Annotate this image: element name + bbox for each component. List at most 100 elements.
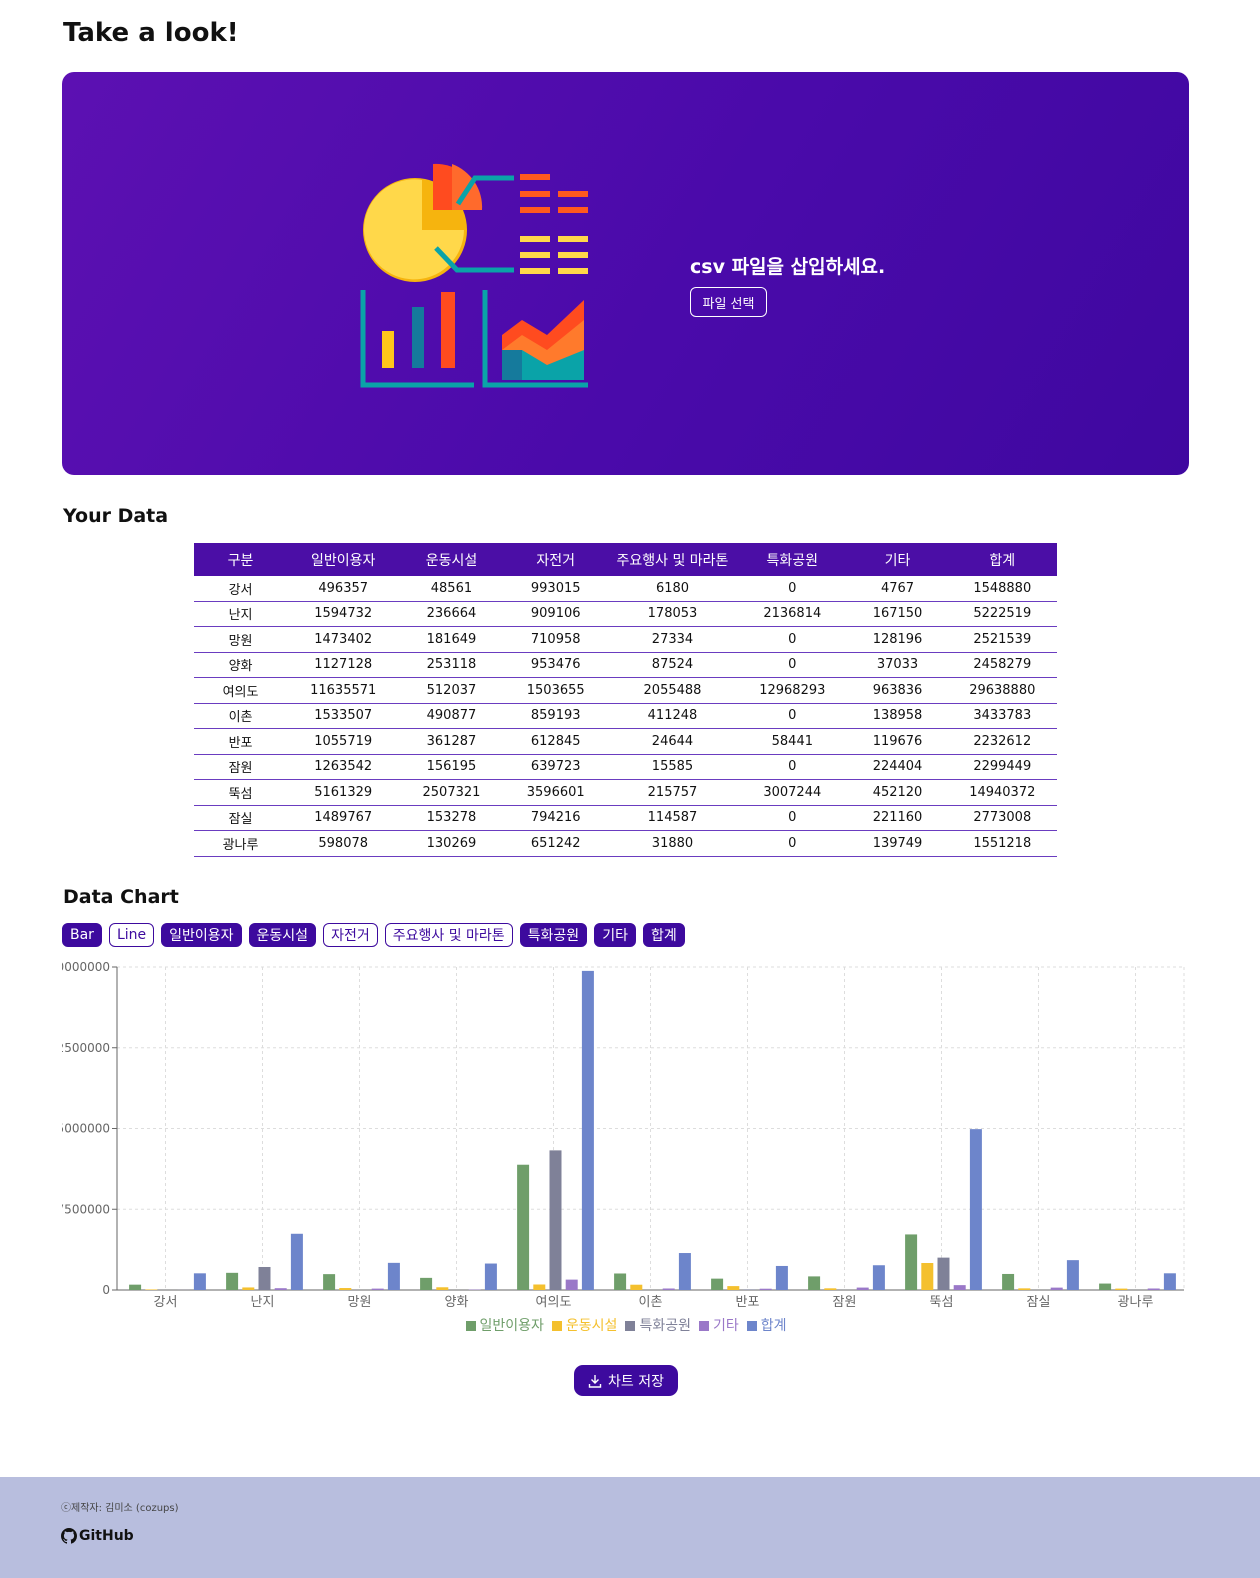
table-cell: 156195: [399, 754, 504, 780]
bar: [808, 1276, 821, 1290]
table-cell: 794216: [503, 805, 608, 831]
table-row: 뚝섬 5161329 2507321 3596601 215757 3007244 4521…: [194, 779, 1057, 806]
chart-toggle[interactable]: 합계: [642, 923, 685, 947]
table-cell: 221160: [847, 805, 948, 831]
table-cell: 2299449: [947, 754, 1057, 780]
table-cell: 3596601: [503, 779, 608, 806]
chart: 0 7500000 15000000 22500000 30000000 강서 난지 망원 양화…: [62, 960, 1185, 1310]
bar: [1066, 1260, 1079, 1290]
bar: [339, 1288, 352, 1290]
table-row: 잠실 1489767 153278 794216 114587 0 221160 277300…: [194, 805, 1057, 831]
table-cell: 이촌: [194, 703, 288, 729]
table-cell: 11635571: [287, 677, 400, 704]
upload-banner: [62, 72, 1189, 475]
table-cell: 130269: [399, 830, 504, 857]
section-title: Data Chart: [63, 886, 179, 908]
table-cell: 여의도: [194, 677, 288, 704]
chart-toggle[interactable]: Line: [108, 923, 155, 947]
bar: [1115, 1288, 1128, 1290]
bar: [517, 1164, 530, 1290]
bar: [193, 1273, 206, 1290]
chart-toggle[interactable]: 주요행사 및 마라톤: [384, 923, 513, 947]
bar: [226, 1272, 239, 1290]
table-cell: 0: [737, 626, 848, 653]
table-cell: 0: [737, 754, 848, 780]
x-tick-label: 광나루: [1118, 1295, 1154, 1310]
chart-toggle[interactable]: 기타: [594, 923, 636, 947]
table-cell: 2136814: [737, 601, 848, 627]
table-cell: 29638880: [947, 677, 1057, 704]
chart-controls: Bar Line 일반이용자 운동시설 자전거 주요행사 및 마라톤 특화공원 기타 합계: [62, 923, 685, 947]
bar: [420, 1277, 433, 1290]
bar: [1147, 1288, 1160, 1290]
table-cell: 0: [737, 805, 848, 831]
chart-toggle[interactable]: 일반이용자: [161, 923, 242, 947]
chart-toggle[interactable]: 특화공원: [519, 923, 588, 947]
x-tick-label: 잠실: [1027, 1295, 1051, 1310]
y-tick-label: 22500000: [62, 1041, 110, 1055]
bar: [1163, 1273, 1176, 1290]
bar: [323, 1274, 336, 1290]
table-cell: 양화: [194, 652, 288, 678]
bar: [484, 1263, 497, 1290]
chart-toggle[interactable]: Bar: [62, 923, 102, 947]
table-cell: 12968293: [737, 677, 848, 704]
table-cell: 15585: [607, 754, 738, 780]
bar: [549, 1150, 562, 1290]
bar: [1050, 1287, 1063, 1290]
chart-toggle[interactable]: 자전거: [323, 923, 378, 947]
bar: [1018, 1288, 1031, 1290]
table-cell: 2521539: [947, 626, 1057, 653]
table-row: 양화 1127128 253118 953476 87524 0 37033 2458279: [194, 652, 1057, 678]
bar: [614, 1273, 627, 1290]
legend-swatch: [551, 1321, 562, 1331]
table-cell: 망원: [194, 626, 288, 653]
table-cell: 963836: [847, 677, 948, 704]
save-chart-button[interactable]: 차트 저장: [574, 1365, 678, 1396]
file-select-button[interactable]: 파일 선택: [690, 287, 767, 317]
table-cell: 2507321: [399, 779, 504, 806]
data-table: 구분 일반이용자 운동시설 자전거 주요행사 및 마라톤 특화공원 기타 합계 강서 496357…: [194, 543, 1057, 857]
column-header: 특화공원: [737, 543, 848, 576]
table-cell: 224404: [847, 754, 948, 780]
legend-label: 운동시설: [565, 1318, 618, 1334]
table-cell: 859193: [503, 703, 608, 729]
footer: ⓒ제작자: 김미소 (cozups) GitHub: [0, 1477, 1260, 1578]
table-cell: 반포: [194, 728, 288, 755]
bar: [662, 1288, 675, 1290]
table-header: 구분 일반이용자 운동시설 자전거 주요행사 및 마라톤 특화공원 기타 합계: [194, 543, 1057, 576]
table-cell: 난지: [194, 601, 288, 627]
credit: ⓒ제작자: 김미소 (cozups): [61, 1503, 179, 1514]
github-label: GitHub: [79, 1528, 134, 1544]
x-tick-label: 양화: [445, 1295, 469, 1310]
y-tick-label: 15000000: [62, 1122, 110, 1136]
chart-toggle[interactable]: 운동시설: [248, 923, 317, 947]
github-link[interactable]: GitHub: [61, 1528, 134, 1544]
table-cell: 993015: [503, 576, 608, 602]
bar: [630, 1284, 643, 1290]
table-cell: 24644: [607, 728, 738, 755]
table-cell: 1473402: [287, 626, 400, 653]
bar: [371, 1288, 384, 1290]
y-tick-label: 0: [102, 1283, 110, 1297]
table-cell: 651242: [503, 830, 608, 857]
table-cell: 909106: [503, 601, 608, 627]
table-cell: 1503655: [503, 677, 608, 704]
bar: [436, 1287, 449, 1290]
table-cell: 1127128: [287, 652, 400, 678]
bar: [565, 1279, 578, 1290]
x-tick-label: 잠원: [833, 1295, 857, 1310]
table-cell: 5161329: [287, 779, 400, 806]
table-cell: 181649: [399, 626, 504, 653]
bar: [129, 1284, 142, 1290]
table-cell: 128196: [847, 626, 948, 653]
table-row: 여의도 11635571 512037 1503655 2055488 12968293 9…: [194, 677, 1057, 704]
table-cell: 139749: [847, 830, 948, 857]
table-body: 강서 496357 48561 993015 6180 0 4767 1548880 난지 159…: [194, 576, 1057, 857]
bar: [969, 1129, 982, 1290]
table-cell: 119676: [847, 728, 948, 755]
table-cell: 1533507: [287, 703, 400, 729]
bar: [953, 1285, 966, 1290]
x-tick-label: 반포: [736, 1295, 760, 1310]
table-cell: 광나루: [194, 830, 288, 857]
